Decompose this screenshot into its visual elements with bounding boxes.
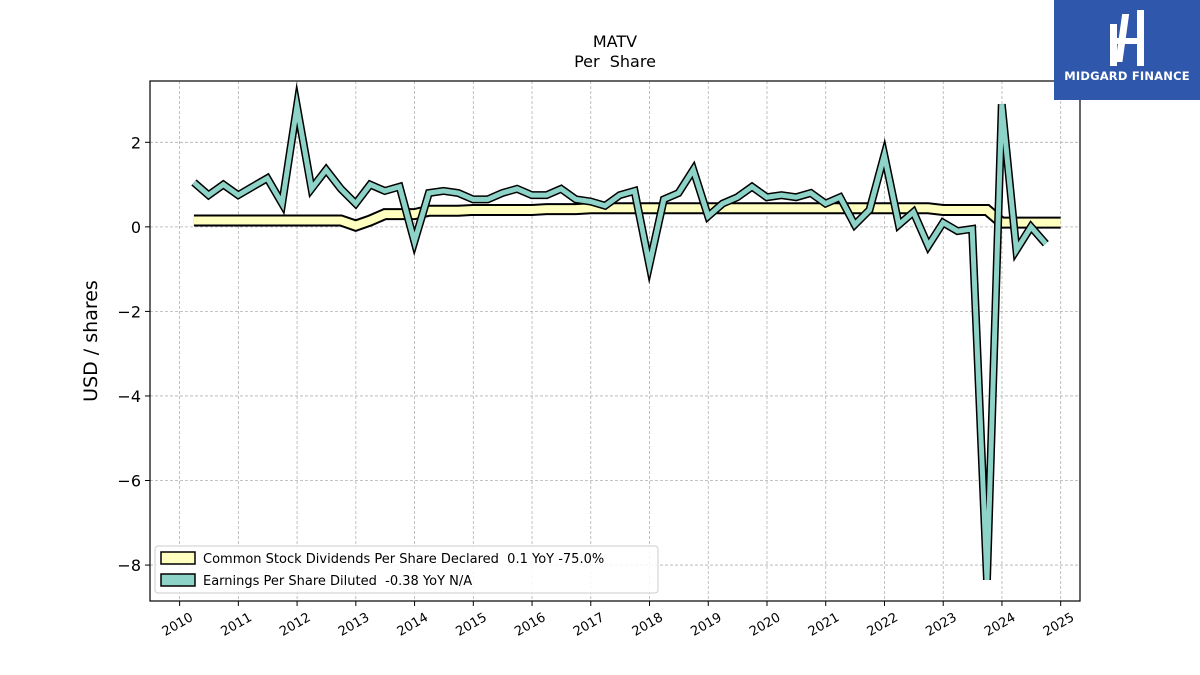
x-tick-label: 2016 — [512, 610, 548, 640]
x-tick-label: 2012 — [277, 610, 313, 640]
y-tick-label: 2 — [131, 133, 141, 152]
midgard-logo-icon — [1110, 10, 1144, 66]
x-tick-label: 2025 — [1041, 610, 1077, 640]
x-tick-label: 2017 — [571, 610, 607, 640]
legend-label-dividends: Common Stock Dividends Per Share Declare… — [203, 552, 604, 567]
legend-swatch-dividends — [160, 551, 196, 565]
legend-label-eps: Earnings Per Share Diluted -0.38 YoY N/A — [203, 574, 472, 589]
series-line-dividends — [193, 202, 1061, 232]
x-tick-label: 2015 — [453, 610, 489, 640]
x-tick-label: 2022 — [865, 610, 901, 640]
x-tick-label: 2014 — [395, 610, 431, 640]
legend-swatch-eps — [160, 573, 196, 587]
chart-subtitle: Per Share — [574, 52, 656, 71]
plot-area-frame — [149, 80, 1081, 602]
chart-title: MATV — [593, 32, 637, 51]
x-tick-label: 2021 — [806, 610, 842, 640]
x-tick-label: 2019 — [688, 610, 724, 640]
y-tick-label: −4 — [117, 387, 141, 406]
y-tick-label: −8 — [117, 556, 141, 575]
series-line-eps — [191, 81, 1049, 581]
y-axis-label: USD / shares — [80, 280, 102, 402]
x-tick-label: 2024 — [982, 610, 1018, 640]
brand-name: MIDGARD FINANCE — [1064, 69, 1190, 83]
x-tick-label: 2010 — [160, 610, 196, 640]
x-tick-label: 2023 — [923, 610, 959, 640]
series-lines — [191, 81, 1061, 581]
y-tick-label: −2 — [117, 302, 141, 321]
brand-logo: MIDGARD FINANCE — [1054, 0, 1200, 100]
x-tick-label: 2013 — [336, 610, 372, 640]
series-line-eps-fill — [192, 90, 1048, 580]
x-tick-label: 2018 — [630, 610, 666, 640]
y-tick-label: −6 — [117, 472, 141, 491]
legend: Common Stock Dividends Per Share Declare… — [154, 545, 659, 594]
legend-box — [154, 545, 659, 594]
x-tick-label: 2011 — [219, 610, 255, 640]
y-tick-label: 0 — [131, 218, 141, 237]
series-line-dividends-fill — [193, 204, 1061, 230]
x-tick-label: 2020 — [747, 610, 783, 640]
